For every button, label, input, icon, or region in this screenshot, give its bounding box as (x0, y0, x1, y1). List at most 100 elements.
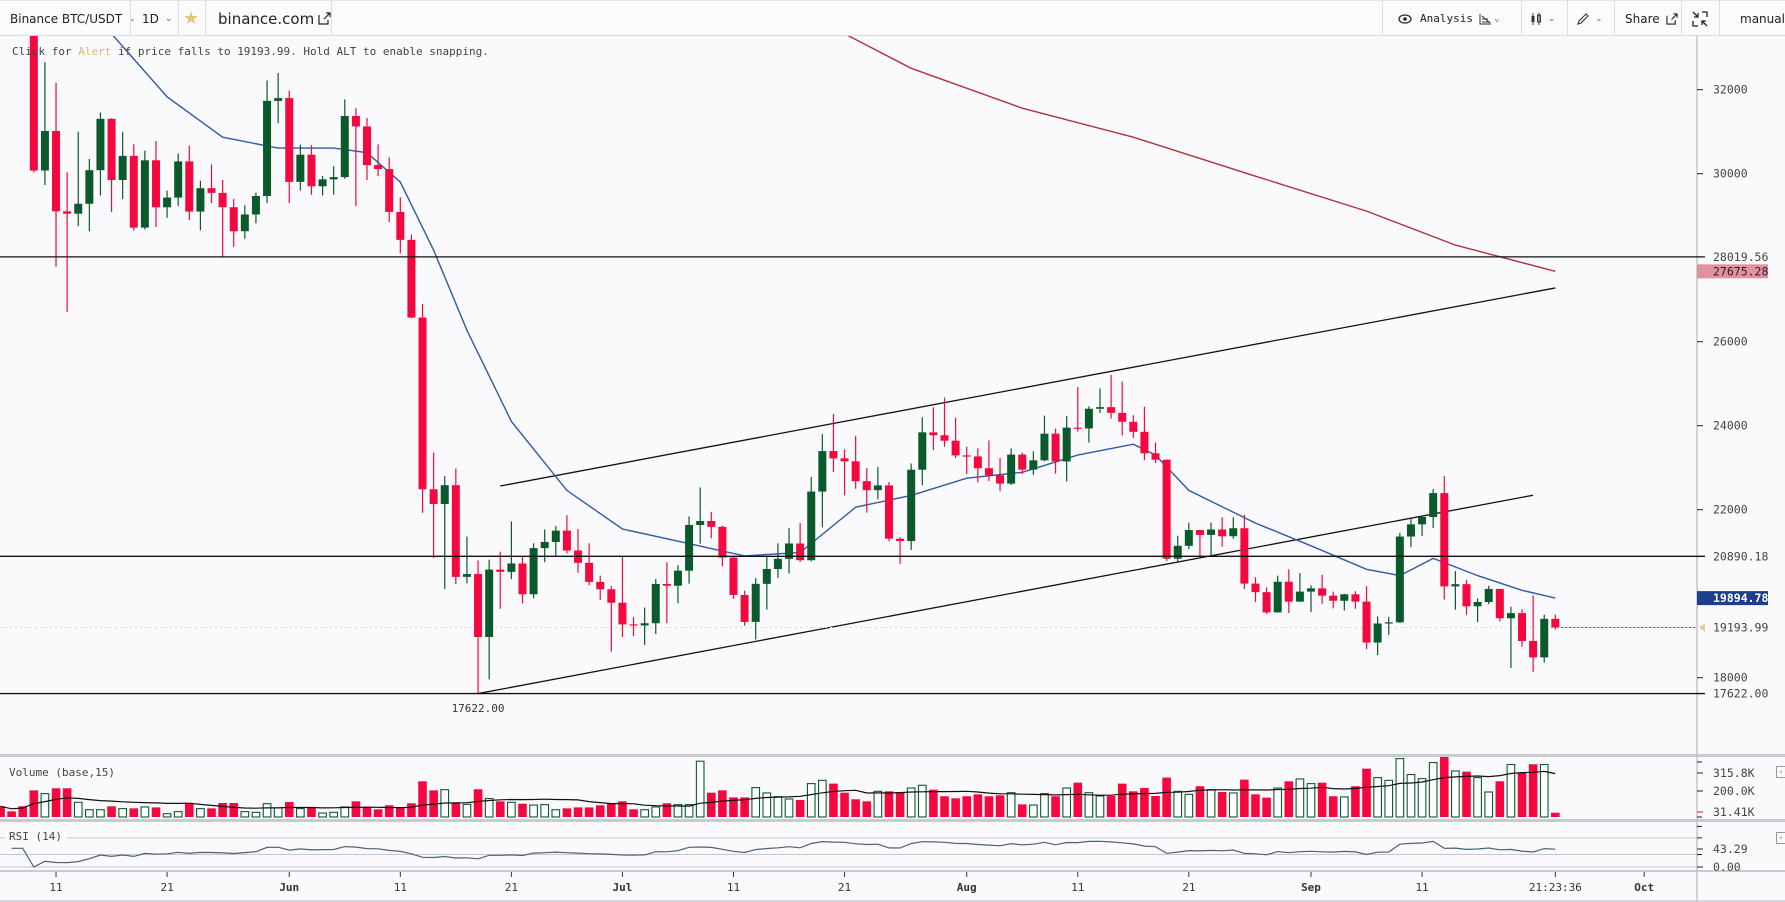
volume-bar (951, 798, 960, 817)
volume-bar (1284, 781, 1294, 817)
candle (440, 476, 449, 590)
candle (1140, 406, 1149, 461)
candle (518, 555, 527, 604)
candle-body (374, 165, 383, 170)
candle-body (984, 468, 993, 476)
drawing-tools-button[interactable]: ⌄ (1577, 1, 1603, 36)
candle-body (1084, 408, 1093, 429)
candle-body (1018, 454, 1027, 470)
candle (374, 144, 383, 177)
volume-bar (362, 806, 372, 817)
short-moving-average-line (112, 36, 1556, 599)
chart-type-button[interactable]: ⌄ (1530, 1, 1556, 36)
volume-bar (495, 801, 505, 817)
favorite-button[interactable]: ★ (183, 1, 199, 36)
candle (396, 197, 405, 254)
candle-body (385, 169, 394, 212)
candle-body (618, 602, 627, 625)
candle-body (1073, 427, 1082, 429)
volume-bar (1240, 779, 1249, 817)
candle-body (840, 458, 849, 462)
alert-link[interactable]: Alert (78, 45, 112, 58)
candle (907, 463, 916, 551)
candle (1229, 517, 1238, 539)
volume-bar (1439, 757, 1449, 817)
last-price-label: 19193.99 (1713, 621, 1768, 635)
candle (362, 117, 371, 180)
candle (1118, 381, 1127, 436)
time-tick-label: 21 (160, 881, 173, 894)
volume-bar (196, 808, 205, 818)
divider (1382, 1, 1383, 36)
volume-bar (1006, 792, 1016, 818)
volume-bar (451, 802, 461, 817)
rsi-pane-title: RSI (14) (9, 830, 62, 843)
volume-bar (718, 790, 727, 817)
candle (1273, 575, 1282, 613)
time-tick-label: 21 (505, 881, 518, 894)
interval-selector[interactable]: 1D ⌄ (142, 1, 172, 36)
candle (1107, 374, 1116, 419)
collapse-button[interactable] (1692, 1, 1708, 36)
candle-body (1229, 528, 1238, 537)
candle-body (29, 36, 38, 171)
symbol-selector[interactable]: Binance BTC/USDT ⌄ (10, 1, 136, 36)
volume-bar (540, 804, 550, 818)
volume-pane-toggle[interactable]: › (1776, 766, 1785, 778)
candle (318, 175, 327, 196)
candle-body (1373, 623, 1382, 643)
volume-bar (1062, 787, 1072, 818)
candle-body (340, 116, 349, 178)
bottom-border (0, 900, 1785, 902)
scale-mode-button[interactable]: manual (1740, 1, 1785, 36)
analysis-button[interactable]: Analysis ⌄ (1398, 1, 1499, 36)
divider (178, 1, 179, 36)
time-tick-label: 11 (49, 881, 62, 894)
time-tick-label: Aug (957, 881, 977, 894)
top-toolbar: Binance BTC/USDT ⌄ 1D ⌄ ★ binance.com An… (0, 0, 1785, 36)
volume-bar (329, 811, 339, 818)
site-link[interactable]: binance.com (218, 1, 331, 36)
share-button[interactable]: Share (1625, 1, 1678, 36)
volume-bar (1040, 793, 1049, 818)
volume-bar (840, 792, 849, 817)
volume-bar (851, 799, 860, 817)
candle (596, 575, 605, 600)
divider (1521, 1, 1522, 36)
candle (296, 144, 305, 191)
share-label: Share (1625, 11, 1660, 26)
volume-bar (1462, 771, 1471, 817)
volume-bar (96, 809, 105, 818)
candle-body (207, 188, 216, 193)
candle (673, 565, 682, 604)
time-tick-label: Jun (279, 881, 299, 894)
volume-bar (529, 804, 538, 818)
volume-bar (484, 798, 494, 818)
candle-body (873, 485, 882, 491)
volume-bar (84, 809, 94, 818)
volume-bar (784, 798, 794, 818)
candle-body (1484, 588, 1493, 602)
candle (1129, 415, 1138, 438)
level-price-label: 17622.00 (1713, 687, 1768, 701)
volume-bar (207, 808, 216, 817)
volume-bar (1151, 795, 1160, 817)
candle (251, 192, 260, 224)
candle (1373, 616, 1382, 656)
candle (896, 537, 905, 564)
volume-bar (240, 811, 250, 818)
eye-icon (1398, 13, 1412, 24)
rsi-pane-toggle[interactable]: › (1776, 832, 1785, 844)
time-tick-label: 11 (727, 881, 740, 894)
candle (418, 303, 427, 513)
volume-bar (1173, 790, 1183, 818)
candle-body (751, 583, 760, 622)
candle-body (1195, 530, 1204, 535)
candle (562, 515, 571, 554)
candle-body (1095, 407, 1104, 409)
volume-bar (607, 803, 616, 817)
candle (40, 62, 49, 186)
volume-bar (1351, 786, 1360, 817)
candle (1173, 535, 1182, 562)
